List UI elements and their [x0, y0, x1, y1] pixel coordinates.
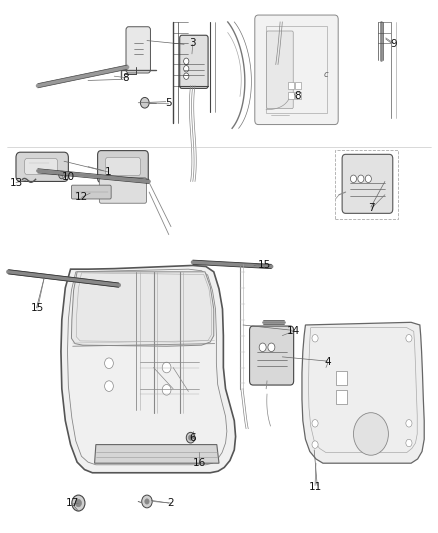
- Text: 9: 9: [390, 39, 397, 49]
- Bar: [266, 26, 327, 114]
- Circle shape: [162, 384, 171, 395]
- Text: 8: 8: [294, 91, 301, 101]
- Circle shape: [259, 343, 266, 352]
- FancyBboxPatch shape: [180, 35, 208, 88]
- Text: 2: 2: [168, 498, 174, 508]
- Circle shape: [350, 175, 357, 182]
- Circle shape: [184, 73, 189, 79]
- Circle shape: [72, 495, 85, 511]
- Circle shape: [406, 419, 412, 427]
- FancyBboxPatch shape: [250, 326, 293, 385]
- Circle shape: [188, 435, 193, 440]
- FancyBboxPatch shape: [71, 185, 111, 199]
- Circle shape: [365, 175, 371, 182]
- Text: 12: 12: [75, 192, 88, 203]
- Text: 5: 5: [166, 98, 172, 108]
- Polygon shape: [71, 272, 214, 346]
- Text: 7: 7: [368, 203, 375, 213]
- Circle shape: [186, 432, 195, 443]
- Text: 10: 10: [62, 172, 75, 182]
- FancyBboxPatch shape: [267, 31, 293, 109]
- Circle shape: [162, 362, 171, 373]
- Circle shape: [268, 343, 275, 352]
- Circle shape: [75, 499, 81, 507]
- Text: 8: 8: [122, 73, 128, 83]
- Bar: [288, 92, 294, 99]
- Circle shape: [312, 419, 318, 427]
- Circle shape: [312, 335, 318, 342]
- Text: 3: 3: [190, 38, 196, 48]
- Bar: [335, 150, 398, 219]
- Text: 17: 17: [66, 498, 79, 508]
- Text: 11: 11: [308, 482, 321, 492]
- Bar: [288, 82, 294, 90]
- Text: 15: 15: [258, 260, 272, 270]
- Circle shape: [358, 175, 364, 182]
- Text: c: c: [324, 70, 328, 78]
- Bar: [336, 390, 347, 403]
- Text: 6: 6: [190, 433, 196, 443]
- Circle shape: [406, 439, 412, 447]
- Polygon shape: [95, 445, 219, 463]
- Circle shape: [184, 66, 189, 72]
- Polygon shape: [302, 322, 424, 463]
- FancyBboxPatch shape: [25, 159, 57, 174]
- FancyBboxPatch shape: [126, 27, 150, 73]
- FancyBboxPatch shape: [255, 15, 338, 125]
- Circle shape: [145, 499, 149, 504]
- Text: 15: 15: [31, 303, 44, 313]
- Circle shape: [105, 381, 113, 391]
- FancyBboxPatch shape: [16, 152, 68, 181]
- Circle shape: [141, 98, 149, 108]
- Circle shape: [406, 335, 412, 342]
- Polygon shape: [61, 265, 236, 473]
- Text: 1: 1: [104, 167, 111, 177]
- Circle shape: [105, 358, 113, 368]
- Text: 16: 16: [193, 458, 206, 468]
- Circle shape: [142, 495, 152, 508]
- FancyBboxPatch shape: [99, 177, 147, 203]
- Circle shape: [184, 58, 189, 64]
- Text: 13: 13: [9, 177, 23, 188]
- Circle shape: [59, 171, 65, 179]
- FancyBboxPatch shape: [106, 158, 141, 175]
- Circle shape: [353, 413, 389, 455]
- Circle shape: [312, 441, 318, 448]
- Text: 14: 14: [286, 326, 300, 336]
- FancyBboxPatch shape: [98, 151, 148, 182]
- Bar: [294, 92, 300, 99]
- Text: 4: 4: [325, 357, 332, 367]
- Bar: [294, 82, 300, 90]
- Bar: [336, 371, 347, 385]
- FancyBboxPatch shape: [342, 155, 393, 213]
